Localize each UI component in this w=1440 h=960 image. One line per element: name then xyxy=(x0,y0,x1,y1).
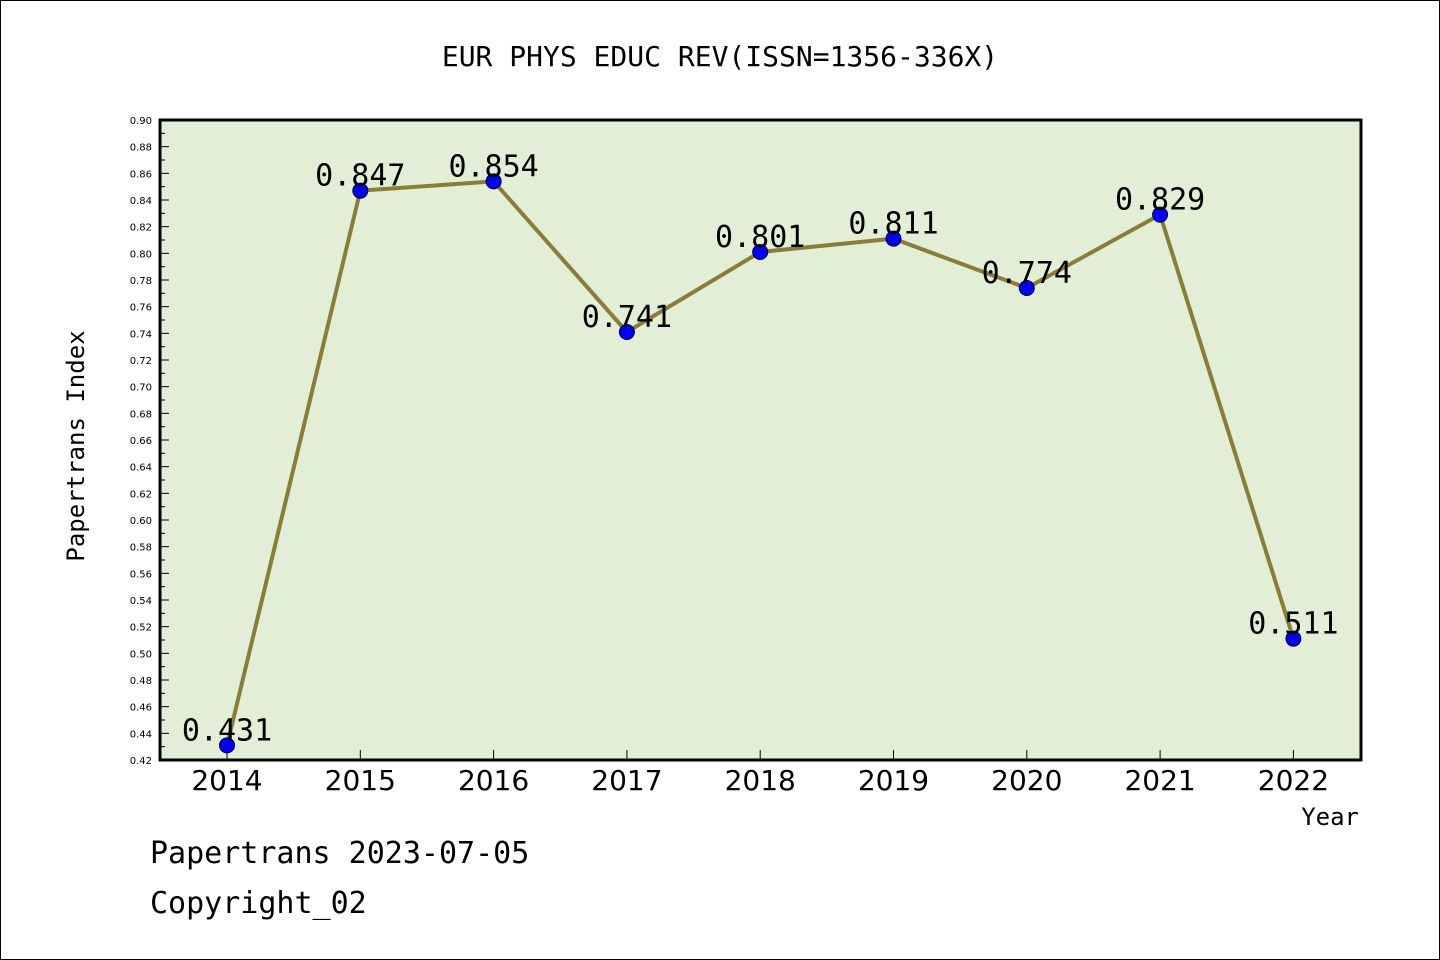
x-tick-label: 2018 xyxy=(725,764,796,797)
y-tick-label: 0.50 xyxy=(130,649,152,660)
y-tick-label: 0.86 xyxy=(130,169,152,180)
y-tick-label: 0.46 xyxy=(130,703,152,714)
data-label-group: 0.431 0.847 0.854 0.741 0.801 0.811 0.774 0.829… xyxy=(182,149,1339,748)
data-label: 0.801 xyxy=(715,220,805,255)
y-tick-label: 0.84 xyxy=(130,196,152,207)
y-tick-label: 0.70 xyxy=(130,383,152,394)
data-label: 0.511 xyxy=(1248,607,1338,642)
y-tick-label: 0.80 xyxy=(130,249,152,260)
x-axis: 2014 2015 2016 2017 2018 2019 2020 2021 2022 xyxy=(191,750,1329,797)
x-tick-label: 2015 xyxy=(325,764,396,797)
y-tick-label: 0.72 xyxy=(130,356,152,367)
data-label: 0.431 xyxy=(182,713,272,748)
y-tick-label: 0.76 xyxy=(130,303,152,314)
data-point xyxy=(219,737,235,754)
y-tick-label: 0.64 xyxy=(130,463,152,474)
y-tick-label: 0.62 xyxy=(130,489,152,500)
y-tick-label: 0.74 xyxy=(130,329,152,340)
data-label: 0.774 xyxy=(982,256,1072,291)
y-tick-label: 0.78 xyxy=(130,276,152,287)
x-axis-label: Year xyxy=(1301,803,1359,831)
chart-title: EUR PHYS EDUC REV(ISSN=1356-336X) xyxy=(442,40,998,73)
data-label: 0.829 xyxy=(1115,183,1205,218)
y-tick-label: 0.90 xyxy=(130,116,152,127)
data-label: 0.741 xyxy=(582,300,672,335)
x-tick-label: 2020 xyxy=(991,764,1062,797)
y-tick-label: 0.58 xyxy=(130,543,152,554)
plot-area xyxy=(158,118,1363,762)
y-axis-label: Papertrans Index xyxy=(62,330,90,561)
y-axis: 0.42 0.44 0.46 0.48 0.50 0.52 0.54 0.56 0.58 0.60… xyxy=(130,116,169,767)
data-point xyxy=(352,182,369,199)
x-tick-label: 2019 xyxy=(858,764,929,797)
data-label: 0.854 xyxy=(448,149,538,184)
y-tick-label: 0.42 xyxy=(130,756,152,767)
x-tick-label: 2021 xyxy=(1124,764,1195,797)
data-point xyxy=(1018,280,1035,296)
data-label: 0.811 xyxy=(848,207,938,242)
x-tick-label: 2022 xyxy=(1258,764,1329,797)
y-tick-label: 0.52 xyxy=(130,623,152,634)
data-point xyxy=(885,230,902,247)
footer-date: Papertrans 2023-07-05 xyxy=(150,836,530,871)
data-point xyxy=(618,324,635,340)
x-tick-label: 2016 xyxy=(458,764,529,797)
y-tick-label: 0.54 xyxy=(130,596,152,607)
data-label: 0.847 xyxy=(315,159,405,194)
marker-group xyxy=(219,173,1302,754)
y-tick-label: 0.88 xyxy=(130,143,152,154)
y-tick-label: 0.60 xyxy=(130,516,152,527)
data-point xyxy=(752,244,769,260)
y-tick-label: 0.82 xyxy=(130,223,152,234)
data-point xyxy=(1152,206,1169,223)
y-tick-label: 0.56 xyxy=(130,569,152,580)
data-point xyxy=(1285,630,1302,647)
x-tick-label: 2017 xyxy=(591,764,662,797)
x-tick-label: 2014 xyxy=(191,764,262,797)
y-tick-label: 0.48 xyxy=(130,676,152,687)
footer-copyright: Copyright_02 xyxy=(150,886,367,921)
y-tick-label: 0.68 xyxy=(130,409,152,420)
y-tick-label: 0.66 xyxy=(130,436,152,447)
data-point xyxy=(485,173,502,190)
y-tick-label: 0.44 xyxy=(130,729,152,740)
